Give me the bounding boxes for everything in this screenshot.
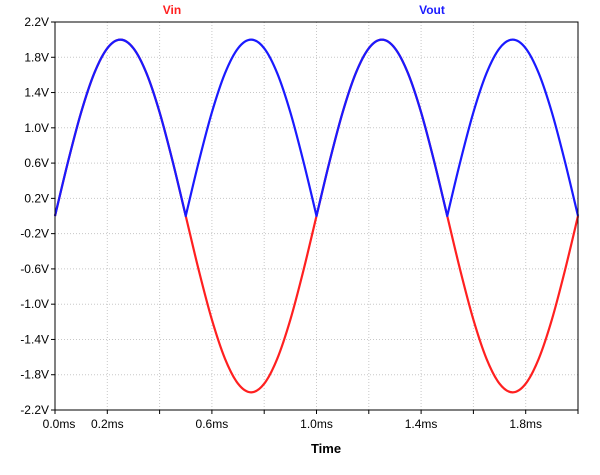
y-tick-label: 0.2V xyxy=(24,191,49,205)
x-tick-label: 0.6ms xyxy=(196,417,229,431)
y-tick-label: 1.4V xyxy=(24,86,49,100)
series-line-vout xyxy=(53,38,580,218)
y-tick-label: 2.2V xyxy=(24,15,49,29)
y-tick-label: -0.6V xyxy=(20,262,49,276)
x-axis-title: Time xyxy=(311,441,341,456)
y-tick-label: 1.8V xyxy=(24,50,49,64)
series-layer xyxy=(53,38,580,394)
y-tick-label: 1.0V xyxy=(24,121,49,135)
grid-lines xyxy=(55,22,578,410)
x-tick-label: 1.0ms xyxy=(300,417,333,431)
x-tick-label: 1.8ms xyxy=(509,417,542,431)
x-tick-label: 0.2ms xyxy=(91,417,124,431)
y-tick-label: -1.4V xyxy=(20,332,49,346)
y-tick-label: -2.2V xyxy=(20,403,49,417)
y-tick-label: -0.2V xyxy=(20,227,49,241)
x-tick-label: 0.0ms xyxy=(43,417,76,431)
y-tick-label: 0.6V xyxy=(24,156,49,170)
legend-entry-vout: Vout xyxy=(419,3,445,17)
y-tick-label: -1.0V xyxy=(20,297,49,311)
x-tick-label: 1.4ms xyxy=(405,417,438,431)
legend-entry-vin: Vin xyxy=(163,3,181,17)
y-tick-label: -1.8V xyxy=(20,368,49,382)
axis-layer: 2.2V 1.8V 1.4V 1.0V 0.6V 0.2V -0.2V -0.6V -1.0V -… xyxy=(20,15,579,431)
